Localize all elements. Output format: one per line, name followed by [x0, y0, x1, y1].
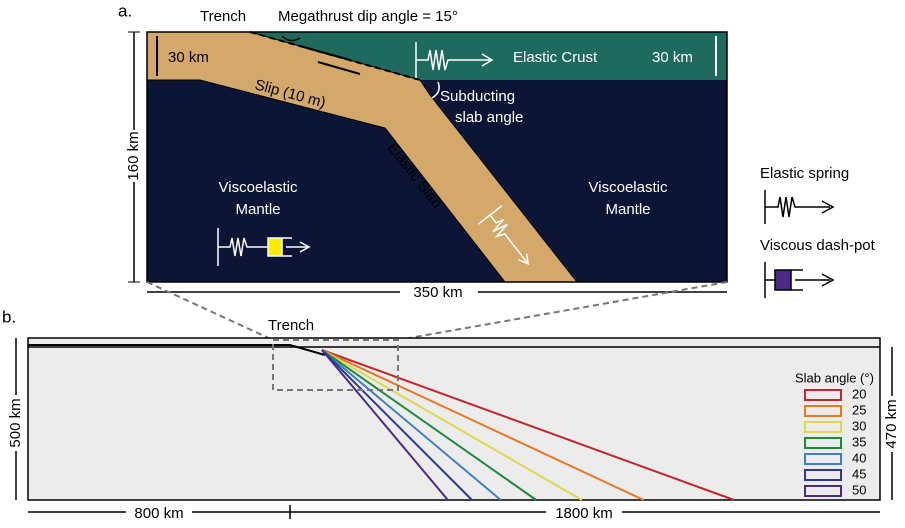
slab-line [321, 349, 645, 501]
slab-lines [321, 349, 735, 501]
angle-arc [431, 81, 440, 99]
legend-swatch [804, 437, 842, 449]
legend-label: 45 [852, 466, 866, 481]
width-label: 350 km [413, 284, 462, 301]
label-bg [124, 130, 144, 182]
mantle-label: Viscoelastic [589, 179, 668, 196]
plate-interface [28, 344, 326, 356]
crust-label: Elastic Crust [513, 49, 598, 66]
mantle-label: Mantle [235, 201, 280, 218]
thickness-label: 30 km [652, 49, 693, 66]
legend-label: 40 [852, 450, 866, 465]
width-label: 1800 km [555, 505, 613, 522]
trench-label: Trench [200, 8, 246, 25]
depth-label: 160 km [125, 131, 142, 180]
zoom-line [146, 281, 274, 341]
legend-label: 30 [852, 418, 866, 433]
elastic-crust [250, 32, 727, 80]
slab-line [321, 349, 583, 501]
frame [146, 31, 728, 283]
legend-swatch [804, 389, 842, 401]
label-bg [882, 396, 902, 452]
maxwell-icon [217, 228, 311, 266]
legend-label: Elastic spring [760, 165, 849, 182]
subducting-label: slab angle [455, 109, 523, 126]
panel-label: b. [2, 307, 16, 326]
thickness-label: 30 km [168, 49, 209, 66]
spring-icon [764, 190, 835, 224]
legend-swatch [804, 421, 842, 433]
subducting-label: Subducting [440, 88, 515, 105]
depth-label: 500 km [7, 398, 24, 447]
spring-icon [415, 42, 494, 78]
angle-arc [281, 35, 301, 42]
legend-swatch [804, 405, 842, 417]
trench-label: Trench [268, 317, 314, 334]
legend-label: 20 [852, 386, 866, 401]
legend-label: Viscous dash-pot [760, 237, 876, 254]
label-bg [546, 504, 622, 522]
slab-line [321, 349, 449, 501]
width-label: 800 km [134, 505, 183, 522]
slab-line [321, 349, 473, 501]
legend-title: Slab angle (°) [795, 370, 874, 385]
dashpot-icon [764, 262, 835, 298]
label-bg [400, 284, 478, 302]
depth-label: 470 km [883, 399, 900, 448]
legend-label: 50 [852, 482, 866, 497]
mantle-label: Mantle [605, 201, 650, 218]
legend-swatch [804, 469, 842, 481]
slab-line [321, 349, 502, 501]
domain [27, 337, 881, 501]
legend-label: 35 [852, 434, 866, 449]
zoom-line [397, 281, 728, 341]
legend-swatch [804, 453, 842, 465]
slab-line [321, 349, 735, 501]
legend-swatch [804, 485, 842, 497]
mantle-label: Viscoelastic [219, 179, 298, 196]
slip-arrows [299, 45, 361, 75]
slab-spring-icon [477, 205, 530, 266]
legend-label: 25 [852, 402, 866, 417]
dip-angle-label: Megathrust dip angle = 15° [278, 8, 458, 25]
zoom-box [272, 339, 399, 391]
panel-label: a. [118, 1, 132, 20]
label-bg [126, 504, 192, 522]
slab-line [321, 349, 537, 501]
label-bg [6, 395, 26, 451]
